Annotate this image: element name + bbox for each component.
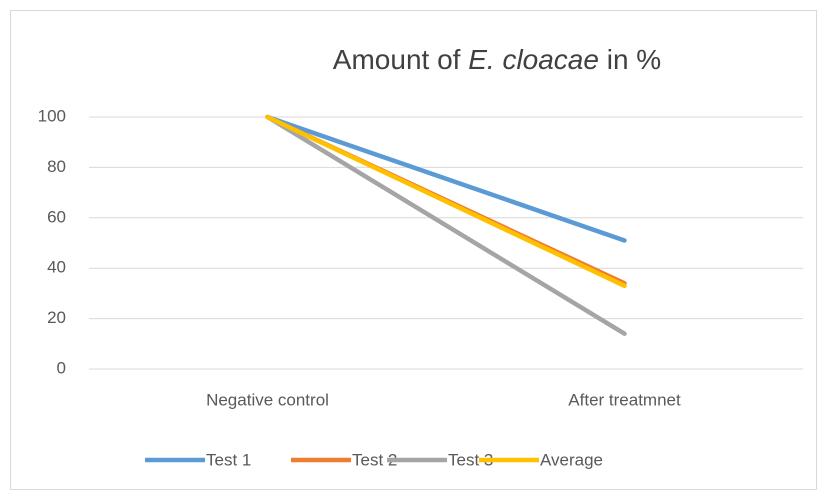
title-part: E. cloacae xyxy=(468,44,599,75)
chart-title: Amount of E. cloacae in % xyxy=(333,44,661,75)
y-tick-label: 40 xyxy=(47,258,66,277)
series-line xyxy=(265,114,627,336)
x-tick-label: After treatmnet xyxy=(568,390,681,409)
y-tick-label: 20 xyxy=(47,308,66,327)
legend-label: Test 1 xyxy=(206,450,251,469)
series-line xyxy=(265,114,627,289)
legend-label: Test 2 xyxy=(352,450,397,469)
x-tick-label: Negative control xyxy=(206,390,329,409)
legend-label: Test 3 xyxy=(448,450,493,469)
y-tick-label: 100 xyxy=(38,106,66,125)
y-tick-label: 80 xyxy=(47,157,66,176)
y-tick-label: 0 xyxy=(57,358,66,377)
series-line xyxy=(265,114,627,243)
title-part: in % xyxy=(599,44,661,75)
y-tick-label: 60 xyxy=(47,207,66,226)
title-part: Amount of xyxy=(333,44,468,75)
chart-frame xyxy=(10,10,817,490)
legend-label: Average xyxy=(540,450,603,469)
